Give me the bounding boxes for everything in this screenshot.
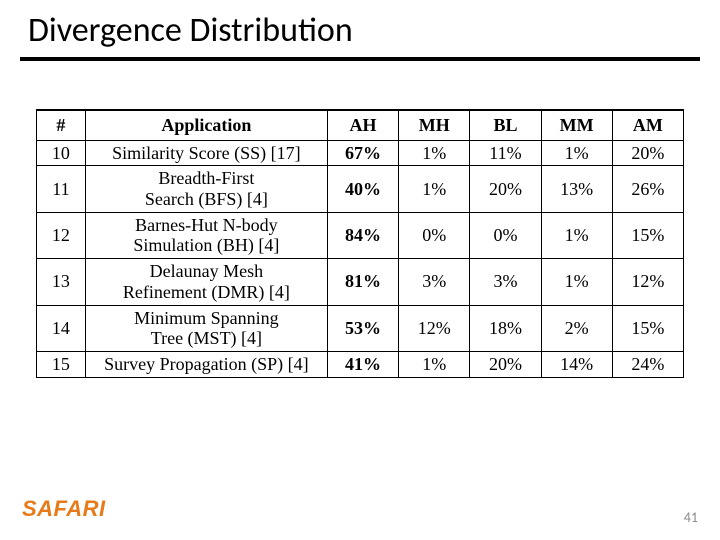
cell-bl: 11%	[470, 140, 541, 166]
table-row: 15 Survey Propagation (SP) [4] 41% 1% 20…	[37, 351, 684, 377]
safari-logo: SAFARI	[22, 496, 106, 522]
title-area: Divergence Distribution	[0, 0, 720, 51]
cell-ah: 41%	[327, 351, 398, 377]
col-application: Application	[85, 110, 327, 140]
cell-num: 14	[37, 305, 86, 351]
cell-ah: 67%	[327, 140, 398, 166]
cell-ah: 40%	[327, 166, 398, 212]
cell-mm: 14%	[541, 351, 612, 377]
cell-mm: 1%	[541, 212, 612, 258]
cell-bl: 3%	[470, 259, 541, 305]
col-am: AM	[612, 110, 683, 140]
cell-num: 15	[37, 351, 86, 377]
cell-mh: 1%	[399, 351, 470, 377]
table-row: 14 Minimum SpanningTree (MST) [4] 53% 12…	[37, 305, 684, 351]
cell-app: Delaunay MeshRefinement (DMR) [4]	[85, 259, 327, 305]
cell-am: 20%	[612, 140, 683, 166]
cell-app: Survey Propagation (SP) [4]	[85, 351, 327, 377]
table-body: 10 Similarity Score (SS) [17] 67% 1% 11%…	[37, 140, 684, 377]
cell-am: 15%	[612, 305, 683, 351]
table-header-row: # Application AH MH BL MM AM	[37, 110, 684, 140]
cell-app: Barnes-Hut N-bodySimulation (BH) [4]	[85, 212, 327, 258]
cell-bl: 18%	[470, 305, 541, 351]
col-ah: AH	[327, 110, 398, 140]
cell-ah: 84%	[327, 212, 398, 258]
cell-num: 12	[37, 212, 86, 258]
cell-app: Minimum SpanningTree (MST) [4]	[85, 305, 327, 351]
page-number: 41	[684, 509, 698, 526]
col-mm: MM	[541, 110, 612, 140]
cell-app: Breadth-FirstSearch (BFS) [4]	[85, 166, 327, 212]
divergence-table: # Application AH MH BL MM AM 10 Similari…	[36, 109, 684, 378]
cell-bl: 20%	[470, 351, 541, 377]
cell-am: 26%	[612, 166, 683, 212]
cell-mh: 0%	[399, 212, 470, 258]
cell-bl: 20%	[470, 166, 541, 212]
cell-am: 24%	[612, 351, 683, 377]
cell-mh: 1%	[399, 166, 470, 212]
page-title: Divergence Distribution	[28, 10, 696, 51]
cell-am: 15%	[612, 212, 683, 258]
cell-bl: 0%	[470, 212, 541, 258]
table-container: # Application AH MH BL MM AM 10 Similari…	[36, 109, 684, 378]
cell-num: 10	[37, 140, 86, 166]
table-row: 10 Similarity Score (SS) [17] 67% 1% 11%…	[37, 140, 684, 166]
slide: Divergence Distribution # Application AH…	[0, 0, 720, 540]
cell-ah: 81%	[327, 259, 398, 305]
title-underline	[20, 57, 700, 61]
cell-num: 11	[37, 166, 86, 212]
table-row: 12 Barnes-Hut N-bodySimulation (BH) [4] …	[37, 212, 684, 258]
cell-mh: 1%	[399, 140, 470, 166]
cell-ah: 53%	[327, 305, 398, 351]
cell-app: Similarity Score (SS) [17]	[85, 140, 327, 166]
col-bl: BL	[470, 110, 541, 140]
cell-num: 13	[37, 259, 86, 305]
cell-am: 12%	[612, 259, 683, 305]
cell-mm: 1%	[541, 140, 612, 166]
cell-mm: 1%	[541, 259, 612, 305]
cell-mh: 12%	[399, 305, 470, 351]
table-row: 11 Breadth-FirstSearch (BFS) [4] 40% 1% …	[37, 166, 684, 212]
col-mh: MH	[399, 110, 470, 140]
cell-mm: 13%	[541, 166, 612, 212]
table-row: 13 Delaunay MeshRefinement (DMR) [4] 81%…	[37, 259, 684, 305]
cell-mh: 3%	[399, 259, 470, 305]
table-header: # Application AH MH BL MM AM	[37, 110, 684, 140]
cell-mm: 2%	[541, 305, 612, 351]
col-number: #	[37, 110, 86, 140]
